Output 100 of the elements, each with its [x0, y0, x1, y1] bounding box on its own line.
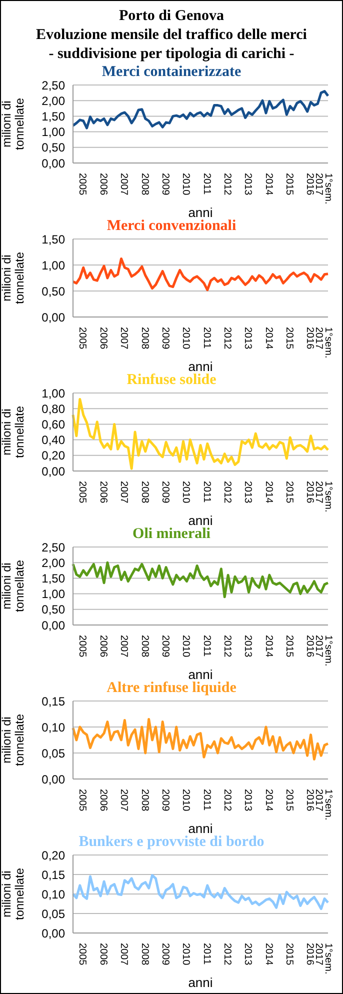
x-tick-label: 2006: [97, 481, 108, 504]
x-tick-label: 2013: [242, 943, 254, 966]
x-tick-label: 2016: [304, 327, 316, 350]
y-axis-title: milioni di tonnellate: [0, 406, 26, 458]
x-tick-label: 2013: [242, 327, 254, 350]
x-tick-label: 2012: [221, 481, 232, 504]
y-tick-label: 0,50: [42, 284, 66, 298]
y-tick-label: 0,00: [42, 772, 66, 786]
y-tick-label: 1,50: [42, 109, 66, 124]
y-tick-label: 0,05: [42, 906, 66, 921]
y-tick-label: 2,00: [42, 94, 66, 108]
x-tick-label: 2012: [221, 635, 232, 658]
x-tick-label: 2010: [180, 789, 192, 812]
text: Porto di Genova: [118, 7, 225, 26]
x-axis-title: anni: [188, 821, 213, 836]
x-axis-title: anni: [188, 513, 213, 528]
x-tick-label: 2006: [97, 173, 108, 196]
x-tick-label: 2016: [304, 481, 316, 504]
x-tick-label: 2007: [118, 635, 130, 658]
x-tick-label: 2014: [262, 327, 274, 350]
y-axis-title: milioni di tonnellate: [0, 868, 26, 920]
line-series: [72, 258, 330, 292]
y-tick-label: 0,50: [42, 140, 66, 155]
x-tick-label: 2005: [76, 943, 88, 966]
y-axis-title: milioni di tonnellate: [0, 252, 26, 304]
x-tick-label: 2015: [283, 327, 294, 350]
x-tick-label: 2012: [221, 173, 232, 196]
chart-title: Altre rinfuse liquide: [106, 680, 236, 696]
x-tick-label: 2011: [200, 327, 212, 349]
x-tick-label: 2015: [283, 481, 294, 504]
x-axis-title: anni: [188, 975, 213, 990]
chart-title: Oli minerali: [132, 526, 210, 542]
y-tick-label: 2,50: [42, 78, 66, 92]
x-tick-label: 2008: [138, 789, 150, 812]
x-tick-label: 2008: [138, 327, 150, 350]
x-tick-label: 2015: [283, 789, 294, 812]
x-tick-label: 2011: [200, 481, 212, 503]
x-tick-label: 2010: [180, 173, 192, 196]
y-tick-label: 1,00: [42, 258, 66, 272]
x-tick-label: 2005: [76, 789, 88, 812]
x-tick-label: 2007: [118, 327, 130, 350]
chart-title: Merci containerizzate: [102, 64, 242, 80]
x-tick-label: 2010: [180, 327, 192, 350]
x-tick-label: 1°sem. 2017: [313, 327, 334, 358]
y-tick-label: 0,00: [42, 926, 66, 940]
x-tick-label: 2009: [159, 789, 170, 812]
y-tick-label: 0,15: [42, 694, 66, 708]
y-tick-label: 1,50: [42, 571, 66, 586]
y-tick-label: 0,20: [42, 848, 66, 862]
x-tick-label: 2013: [242, 635, 254, 658]
y-tick-label: 0,40: [42, 433, 66, 448]
x-tick-label: 2013: [242, 173, 254, 196]
y-axis-title: milioni di tonnellate: [0, 714, 26, 766]
y-tick-label: 0,15: [42, 868, 66, 882]
y-axis-title: milioni di tonnellate: [0, 560, 26, 612]
x-axis-title: anni: [188, 205, 213, 220]
x-tick-label: 2013: [242, 789, 254, 812]
x-tick-label: 2005: [76, 173, 88, 196]
x-tick-label: 1°sem. 2017: [313, 173, 334, 204]
x-tick-label: 2014: [262, 789, 274, 812]
y-tick-label: 1,00: [42, 587, 66, 602]
line-series: [72, 561, 330, 598]
x-tick-label: 2014: [262, 173, 274, 196]
x-tick-label: 2015: [283, 635, 294, 658]
x-tick-label: 2012: [221, 943, 232, 966]
y-tick-label: 1,00: [42, 386, 66, 400]
y-tick-label: 0,60: [42, 417, 66, 432]
x-tick-label: 1°sem. 2017: [313, 481, 334, 512]
x-tick-label: 2005: [76, 481, 88, 504]
y-tick-label: 2,50: [42, 540, 66, 554]
x-tick-label: 2009: [159, 481, 170, 504]
text: - suddivisione per tipologia di carichi -: [48, 45, 296, 64]
x-tick-label: 2008: [138, 481, 150, 504]
x-axis-title: anni: [188, 667, 213, 682]
x-tick-label: 2011: [200, 943, 212, 965]
x-tick-label: 2016: [304, 789, 316, 812]
x-tick-label: 2007: [118, 943, 130, 966]
chart-title: Merci convenzionali: [106, 218, 236, 234]
x-tick-label: 2016: [304, 173, 316, 196]
x-tick-label: 2005: [76, 327, 88, 350]
chart-title: Rinfuse solide: [126, 372, 216, 388]
x-tick-label: 2014: [262, 943, 274, 966]
x-tick-label: 2007: [118, 481, 130, 504]
chart-title: Bunkers e provviste di bordo: [78, 834, 264, 850]
x-tick-label: 2006: [97, 327, 108, 350]
x-tick-label: 2007: [118, 173, 130, 196]
x-tick-label: 2008: [138, 943, 150, 966]
line-series: [72, 718, 330, 760]
text: Evoluzione mensile del traffico delle merci: [35, 26, 308, 45]
x-tick-label: 2012: [221, 789, 232, 812]
y-tick-label: 0,00: [42, 618, 66, 632]
x-axis-title: anni: [188, 359, 213, 374]
x-tick-label: 2011: [200, 789, 212, 811]
x-tick-label: 1°sem. 2017: [313, 789, 334, 820]
line-series: [72, 90, 330, 130]
x-tick-label: 2009: [159, 173, 170, 196]
x-tick-label: 2006: [97, 635, 108, 658]
y-tick-label: 0,00: [42, 464, 66, 478]
x-tick-label: 2005: [76, 635, 88, 658]
y-axis-title: milioni di tonnellate: [0, 98, 26, 150]
